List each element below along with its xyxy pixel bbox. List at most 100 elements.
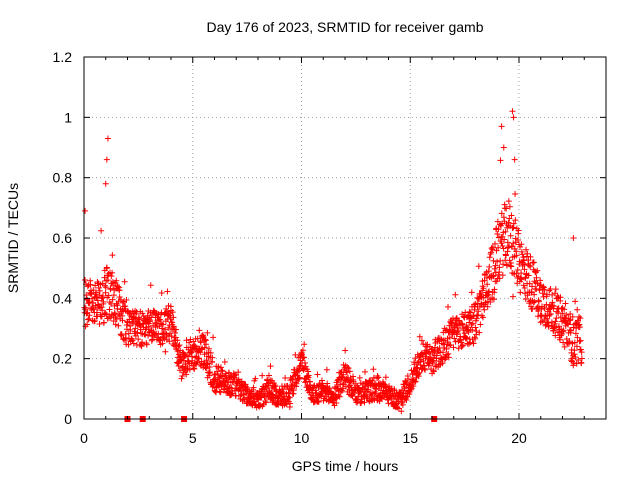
data-point [94, 279, 101, 286]
data-point [462, 309, 469, 316]
data-point [156, 337, 163, 344]
data-point [178, 356, 185, 363]
data-point [119, 312, 126, 319]
data-point [250, 384, 257, 391]
data-point [356, 374, 363, 381]
data-point [470, 340, 477, 347]
data-point [85, 315, 92, 322]
data-point [503, 205, 510, 212]
data-point [418, 337, 425, 344]
data-points [81, 108, 585, 422]
data-point [206, 369, 213, 376]
data-point [550, 327, 557, 334]
data-point [252, 375, 259, 382]
data-point [559, 304, 566, 311]
data-point [108, 300, 115, 307]
data-point [344, 364, 351, 371]
data-point [525, 262, 532, 269]
x-tick-label: 15 [402, 430, 418, 446]
data-point [300, 354, 307, 361]
data-point [102, 284, 109, 291]
data-point [405, 375, 412, 382]
data-point [485, 288, 492, 295]
data-point [417, 362, 424, 369]
data-point [486, 254, 493, 261]
data-point [473, 328, 480, 335]
data-point [569, 313, 576, 320]
data-point [563, 311, 570, 318]
data-point [444, 339, 451, 346]
data-point [84, 321, 91, 328]
data-point [513, 252, 520, 259]
data-point [247, 394, 254, 401]
data-point [535, 298, 542, 305]
data-point [115, 322, 122, 329]
data-point [498, 210, 505, 217]
data-point [120, 298, 127, 305]
data-point [403, 379, 410, 386]
data-point [105, 292, 112, 299]
data-point [370, 395, 377, 402]
data-point [82, 207, 89, 214]
data-point [516, 258, 523, 265]
data-point [204, 329, 211, 336]
data-point [489, 244, 496, 251]
data-point [108, 273, 115, 280]
data-point [484, 303, 491, 310]
data-point [175, 343, 182, 350]
data-point [354, 396, 361, 403]
data-point [99, 293, 106, 300]
data-point [205, 345, 212, 352]
data-point [572, 354, 579, 361]
data-point [86, 312, 93, 319]
data-point [93, 289, 100, 296]
data-point [196, 327, 203, 334]
data-point [214, 371, 221, 378]
data-point [375, 374, 382, 381]
data-point [507, 262, 514, 269]
data-point [103, 264, 110, 271]
data-point [164, 308, 171, 315]
data-point [100, 298, 107, 305]
data-point [214, 368, 221, 375]
data-point [502, 252, 509, 259]
data-point [465, 341, 472, 348]
data-point [496, 275, 503, 282]
x-tick-labels: 0 5 10 15 20 [80, 430, 527, 446]
data-point [524, 250, 531, 257]
data-point [304, 373, 311, 380]
data-point [420, 341, 427, 348]
data-point [305, 372, 312, 379]
data-point [227, 373, 234, 380]
data-point [513, 248, 520, 255]
data-point [413, 364, 420, 371]
data-point [143, 340, 150, 347]
data-point [575, 357, 582, 364]
data-point [505, 219, 512, 226]
data-point [488, 245, 495, 252]
data-point [411, 361, 418, 368]
data-point [451, 335, 458, 342]
data-point [134, 329, 141, 336]
data-point [161, 335, 168, 342]
data-point [574, 334, 581, 341]
data-point [495, 226, 502, 233]
data-point [542, 312, 549, 319]
data-point [514, 237, 521, 244]
data-point [570, 324, 577, 331]
data-point [235, 369, 242, 376]
data-point [511, 156, 518, 163]
data-point [169, 309, 176, 316]
data-point [206, 369, 213, 376]
data-point [191, 365, 198, 372]
data-point [196, 355, 203, 362]
data-point [512, 191, 519, 198]
data-point [179, 364, 186, 371]
data-point [463, 322, 470, 329]
data-point [508, 212, 515, 219]
data-point [509, 293, 516, 300]
data-point [92, 282, 99, 289]
data-point [299, 347, 306, 354]
data-point [472, 324, 479, 331]
data-point [203, 341, 210, 348]
